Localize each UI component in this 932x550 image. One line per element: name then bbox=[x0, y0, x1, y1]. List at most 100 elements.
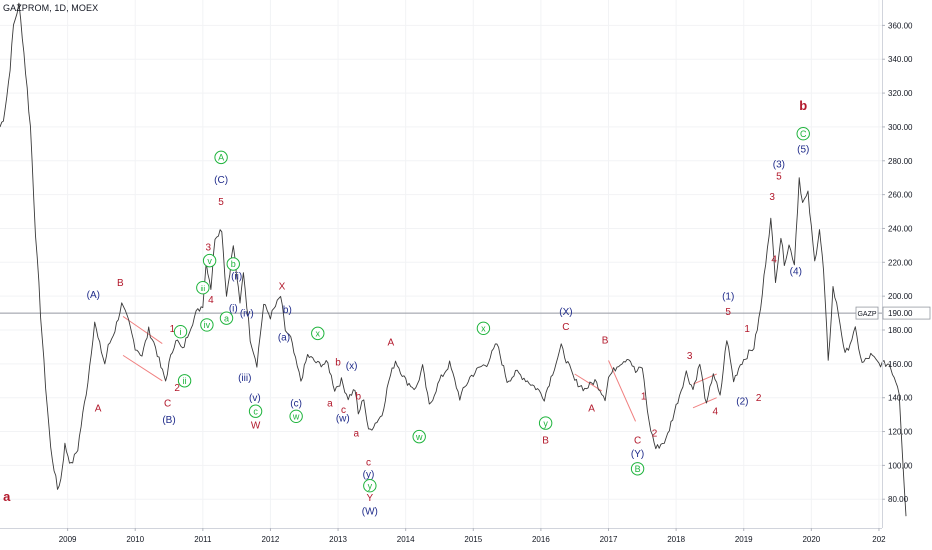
wave-label: 5 bbox=[776, 172, 782, 183]
price-series bbox=[0, 2, 907, 517]
wave-label: 1 bbox=[170, 324, 176, 335]
wave-label: 4 bbox=[771, 254, 777, 265]
trend-line bbox=[122, 354, 163, 382]
wave-label: 2 bbox=[174, 383, 180, 394]
wave-label: 1 bbox=[641, 392, 647, 403]
price-tick-label: 220.00 bbox=[888, 258, 913, 267]
wave-label: (3) bbox=[773, 160, 785, 171]
wave-label-circled: y bbox=[538, 416, 553, 430]
time-axis[interactable]: 2009 2010 2011 2012 2013 2014 2015 2016 2017 2018… bbox=[59, 528, 886, 544]
wave-label: B bbox=[542, 436, 549, 447]
wave-label: C bbox=[800, 129, 807, 139]
wave-label: (v) bbox=[249, 393, 261, 404]
wave-label-circle bbox=[538, 416, 553, 430]
wave-label: ii bbox=[183, 376, 187, 386]
price-tick-label: 120.00 bbox=[888, 428, 913, 437]
wave-label: a bbox=[224, 313, 229, 323]
wave-label: W bbox=[251, 420, 261, 431]
wave-label: b bbox=[231, 259, 236, 269]
wave-label: (a) bbox=[278, 332, 290, 343]
price-tick-label: 320.00 bbox=[888, 89, 913, 98]
wave-label: A bbox=[95, 403, 102, 414]
wave-label: (x) bbox=[346, 361, 358, 372]
price-tick-label: 100.00 bbox=[888, 461, 913, 470]
wave-label: (A) bbox=[87, 290, 100, 301]
grid bbox=[0, 0, 882, 528]
wave-label: X bbox=[279, 282, 286, 293]
wave-label: x bbox=[316, 329, 321, 339]
chart-title: GAZPROM, 1D, MOEX bbox=[3, 3, 99, 13]
time-tick-label: 2019 bbox=[735, 535, 753, 544]
wave-label: 3 bbox=[687, 351, 693, 362]
wave-label: (4) bbox=[790, 266, 802, 277]
wave-label: 4 bbox=[713, 407, 719, 418]
wave-label-circled: b bbox=[226, 257, 240, 271]
wave-label: b bbox=[356, 392, 362, 403]
trend-line bbox=[574, 373, 603, 392]
trend-lines bbox=[122, 316, 717, 422]
price-tick-label: 140.00 bbox=[888, 394, 913, 403]
time-tick-label: 202 bbox=[872, 535, 886, 544]
time-tick-label: 2015 bbox=[464, 535, 482, 544]
wave-label: (iv) bbox=[240, 309, 254, 320]
price-tick-label: 240.00 bbox=[888, 224, 913, 233]
wave-label-circle bbox=[363, 478, 377, 493]
wave-label-circle bbox=[289, 409, 303, 424]
wave-label-circled: i bbox=[173, 324, 188, 339]
wave-label: 3 bbox=[205, 243, 211, 254]
price-tag: GAZP 190.00 bbox=[855, 306, 931, 320]
wave-label-circled: x bbox=[311, 326, 325, 341]
wave-label: c bbox=[341, 405, 346, 416]
wave-label-circle bbox=[200, 318, 214, 332]
time-tick-label: 2014 bbox=[397, 535, 415, 544]
wave-label: (ii) bbox=[231, 271, 242, 282]
price-tag-symbol-bg bbox=[855, 306, 879, 320]
wave-label: A bbox=[588, 403, 595, 414]
time-tick-label: 2011 bbox=[194, 535, 212, 544]
wave-label-circle bbox=[177, 374, 192, 388]
wave-label: (C) bbox=[214, 175, 228, 186]
price-tick-label: 160.00 bbox=[888, 360, 913, 369]
wave-label: (i) bbox=[229, 304, 238, 315]
price-tick-label: 80.00 bbox=[888, 495, 909, 504]
wave-label-circle bbox=[219, 311, 234, 325]
wave-label-circled: iv bbox=[200, 318, 214, 332]
price-tag-value: 190.00 bbox=[888, 309, 913, 318]
wave-label: 1 bbox=[744, 324, 750, 335]
time-tick-label: 2017 bbox=[600, 535, 618, 544]
wave-label-circle bbox=[173, 324, 188, 339]
wave-label-circle bbox=[214, 150, 228, 165]
trend-line bbox=[122, 316, 163, 344]
wave-label: C bbox=[634, 436, 641, 447]
wave-label-circled: v bbox=[202, 253, 217, 268]
wave-label-circled: iii bbox=[196, 280, 210, 295]
wave-label-circled: A bbox=[214, 150, 228, 165]
time-tick-label: 2016 bbox=[532, 535, 550, 544]
wave-label: (1) bbox=[722, 292, 734, 303]
time-tick-label: 2010 bbox=[126, 535, 144, 544]
wave-label: b bbox=[799, 98, 807, 113]
wave-label-circle bbox=[630, 462, 645, 476]
price-tick-label: 260.00 bbox=[888, 191, 913, 200]
wave-label-circle bbox=[226, 257, 240, 271]
price-axis[interactable]: 80.00 100.00 120.00 140.00 160.00 180.00 200.0… bbox=[882, 21, 913, 504]
wave-label: 2 bbox=[756, 393, 762, 404]
wave-label: y bbox=[368, 481, 373, 491]
wave-label: v bbox=[207, 256, 212, 266]
price-tick-label: 200.00 bbox=[888, 292, 913, 301]
wave-label: a bbox=[354, 429, 360, 440]
wave-label: iv bbox=[204, 320, 211, 330]
wave-label: w bbox=[415, 432, 423, 442]
time-tick-label: 2018 bbox=[667, 535, 685, 544]
wave-label: i bbox=[180, 327, 182, 337]
price-tick-label: 340.00 bbox=[888, 55, 913, 64]
price-tick-label: 300.00 bbox=[888, 123, 913, 132]
wave-label: 5 bbox=[218, 197, 224, 208]
wave-label-circle bbox=[248, 404, 263, 418]
wave-label: B bbox=[117, 278, 124, 289]
wave-label: 3 bbox=[769, 192, 775, 203]
wave-label: C bbox=[562, 322, 569, 333]
wave-label: b) bbox=[283, 305, 292, 316]
